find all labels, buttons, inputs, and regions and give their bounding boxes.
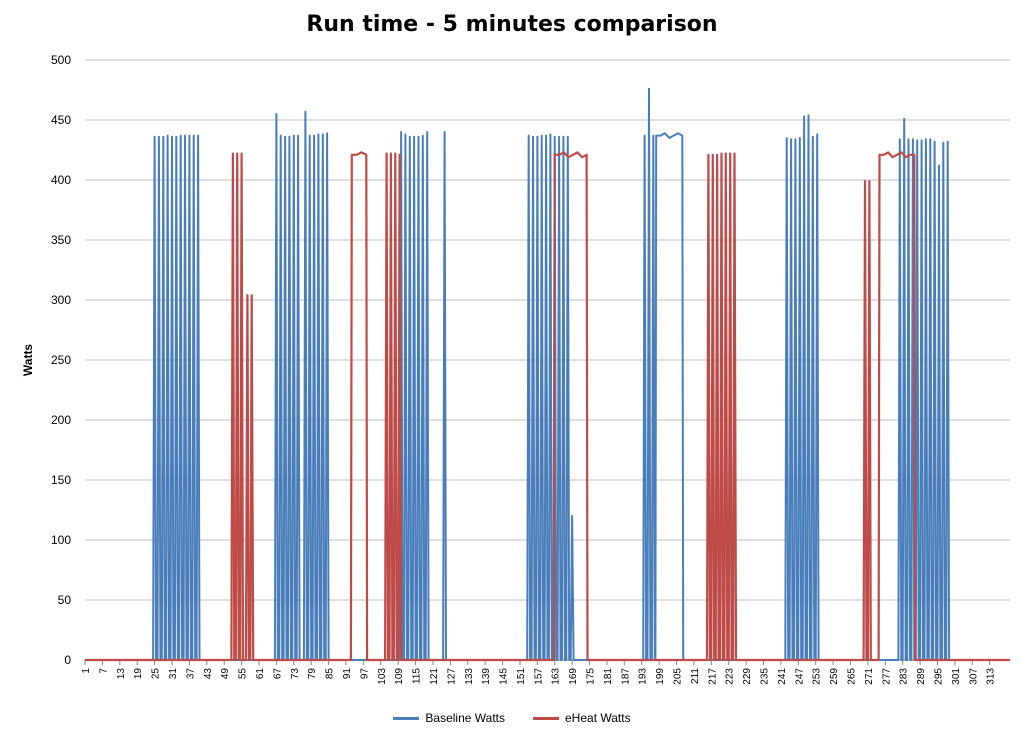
chart-title: Run time - 5 minutes comparison	[306, 12, 718, 37]
x-tick-label: 223	[725, 668, 736, 685]
x-tick-label: 151	[516, 668, 527, 685]
x-tick-label: 1	[81, 668, 92, 674]
x-tick-label: 25	[151, 668, 162, 680]
x-tick-label: 139	[481, 668, 492, 685]
x-tick-label: 157	[533, 668, 544, 685]
x-tick-label: 103	[377, 668, 388, 685]
x-tick-label: 145	[499, 668, 510, 685]
y-tick-label: 400	[51, 173, 71, 187]
y-tick-label: 200	[51, 413, 71, 427]
x-tick-label: 241	[777, 668, 788, 685]
x-tick-label: 91	[342, 668, 353, 680]
x-tick-label: 229	[742, 668, 753, 685]
x-tick-label: 37	[185, 668, 196, 680]
x-tick-label: 181	[603, 668, 614, 685]
y-tick-label: 350	[51, 233, 71, 247]
legend-item-eheat: eHeat Watts	[533, 711, 631, 725]
x-tick-label: 193	[638, 668, 649, 685]
x-tick-label: 211	[690, 668, 701, 684]
x-tick-label: 289	[916, 668, 927, 685]
x-tick-label: 295	[934, 668, 945, 685]
x-tick-label: 79	[307, 668, 318, 680]
x-tick-label: 43	[203, 668, 214, 680]
x-tick-label: 109	[394, 668, 405, 685]
legend-swatch-baseline	[393, 716, 420, 720]
x-tick-label: 205	[673, 668, 684, 685]
x-tick-label: 115	[412, 668, 423, 684]
legend: Baseline Watts eHeat Watts	[0, 711, 1024, 725]
x-tick-label: 7	[98, 668, 109, 674]
x-tick-label: 49	[220, 668, 231, 680]
x-tick-label: 235	[760, 668, 771, 685]
x-tick-label: 253	[812, 668, 823, 685]
y-axis-label: Watts	[21, 344, 35, 377]
y-tick-label: 100	[51, 533, 71, 547]
y-tick-label: 450	[51, 113, 71, 127]
x-tick-label: 19	[133, 668, 144, 680]
legend-label-eheat: eHeat Watts	[565, 711, 631, 725]
x-tick-label: 85	[325, 668, 336, 680]
y-tick-label: 50	[58, 593, 72, 607]
x-tick-label: 61	[255, 668, 266, 680]
x-tick-label: 217	[707, 668, 718, 685]
x-tick-label: 175	[586, 668, 597, 685]
x-tick-label: 187	[620, 668, 631, 685]
y-tick-label: 150	[51, 473, 71, 487]
x-tick-label: 259	[829, 668, 840, 685]
y-tick-label: 300	[51, 293, 71, 307]
x-tick-label: 67	[272, 668, 283, 680]
x-tick-label: 31	[168, 668, 179, 680]
legend-swatch-eheat	[533, 716, 559, 720]
x-tick-label: 55	[238, 668, 249, 680]
x-tick-label: 313	[986, 668, 997, 685]
y-tick-label: 0	[64, 653, 71, 667]
y-tick-label: 500	[51, 53, 71, 67]
x-tick-label: 265	[847, 668, 858, 685]
x-tick-label: 283	[899, 668, 910, 685]
x-tick-label: 127	[446, 668, 457, 685]
legend-label-baseline: Baseline Watts	[425, 711, 505, 725]
legend-item-baseline: Baseline Watts	[393, 711, 505, 725]
x-tick-label: 73	[290, 668, 301, 680]
x-tick-label: 247	[794, 668, 805, 685]
x-tick-label: 97	[359, 668, 370, 680]
x-tick-label: 271	[864, 668, 875, 685]
x-tick-label: 133	[464, 668, 475, 685]
x-tick-label: 301	[951, 668, 962, 685]
x-tick-label: 121	[429, 668, 440, 685]
x-tick-label: 307	[968, 668, 979, 685]
x-tick-label: 199	[655, 668, 666, 685]
x-tick-label: 169	[568, 668, 579, 685]
series-line-eheat	[85, 151, 1010, 662]
y-tick-label: 250	[51, 353, 71, 367]
x-tick-label: 13	[116, 668, 127, 680]
x-tick-label: 163	[551, 668, 562, 685]
x-tick-label: 277	[881, 668, 892, 685]
